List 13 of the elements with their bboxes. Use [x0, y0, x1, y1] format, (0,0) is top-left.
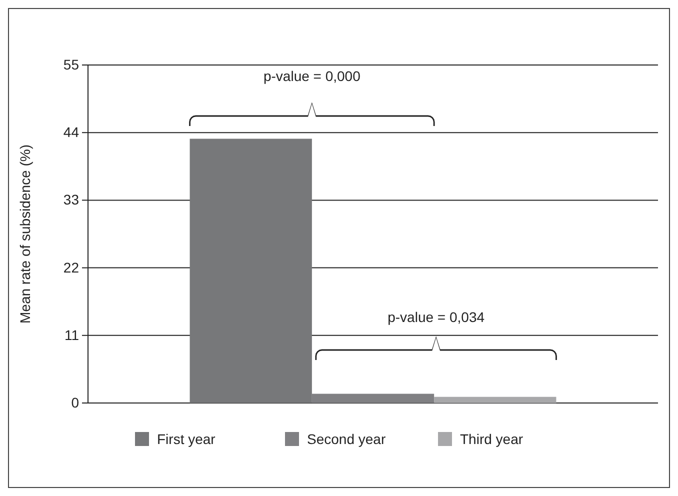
y-tick-label: 22 [63, 259, 80, 276]
y-tick-label: 55 [63, 56, 80, 72]
y-tick-label: 11 [64, 326, 80, 343]
bar [434, 396, 556, 403]
y-axis-title: Mean rate of subsidence (%) [17, 144, 33, 324]
legend-label: Second year [307, 431, 386, 447]
legend-label: First year [157, 431, 216, 447]
y-tick-label: 44 [63, 124, 80, 140]
annotation: p-value = 0,000 [263, 68, 361, 84]
annotation: p-value = 0,034 [388, 309, 485, 325]
legend-label: Third year [460, 431, 524, 447]
y-tick-label: 33 [63, 192, 80, 208]
y-tick-label: 0 [71, 394, 80, 410]
